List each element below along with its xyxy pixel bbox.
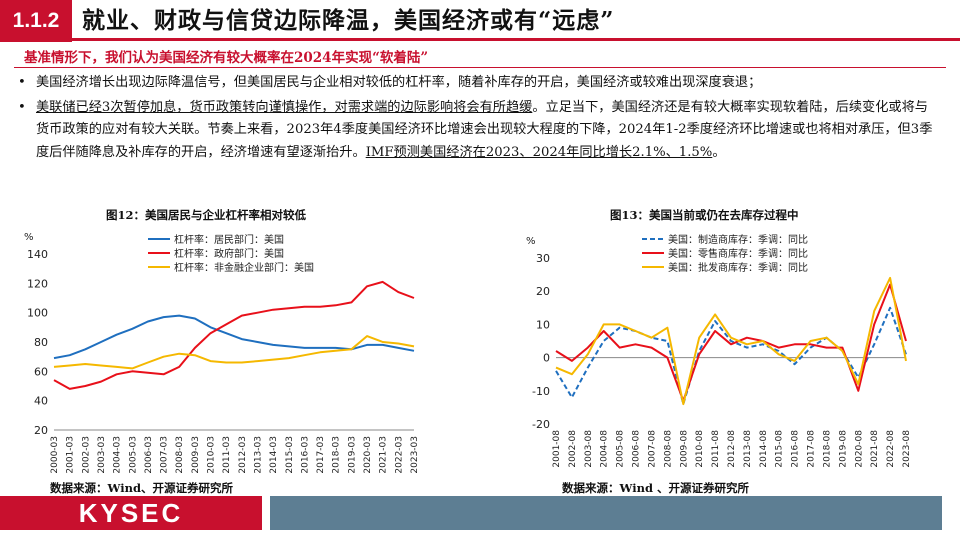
- bullet-list: • 美国经济增长出现边际降温信号，但美国居民与企业相对较低的杠杆率，随着补库存的…: [14, 72, 934, 166]
- fig12-series-line-0: [53, 314, 415, 360]
- fig12-x-tick-label: 2011-03: [222, 436, 232, 474]
- kysec-logo: KYSEC: [0, 496, 262, 530]
- fig13-legend-label-0: 美国：制造商库存：季调：同比: [668, 233, 808, 246]
- fig12-x-tick-label: 2023-03: [410, 436, 420, 474]
- fig12-y-tick-label: 140: [27, 248, 48, 261]
- fig12-y-tick-label: 20: [34, 424, 48, 437]
- fig13-x-tick-label: 2022-08: [886, 430, 896, 468]
- fig13-x-tick-label: 2021-08: [870, 430, 880, 468]
- bullet-text-end: 。: [712, 144, 726, 160]
- imf-forecast-text: IMF预测美国经济在2023、2024年同比增长2.1%、1.5%: [365, 144, 713, 160]
- fig12-x-tick-label: 2014-03: [269, 436, 279, 474]
- subtitle: 基准情形下，我们认为美国经济有较大概率在2024年实现“软着陆”: [24, 50, 429, 66]
- figure12-source: 数据来源：Wind、开源证券研究所: [50, 481, 233, 495]
- bullet-item: • 美联储已经3次暂停加息，货币政策转向谨慎操作，对需求端的边际影响将会有所趋缓…: [14, 97, 934, 165]
- fig12-series-line-2: [53, 335, 415, 370]
- fig13-series-line-2: [555, 276, 907, 406]
- fig13-y-tick-label: 20: [536, 285, 550, 298]
- figure12-svg: % 20 40 60 80 100 120 140 2000-03 2001-03 2002-03 2…: [24, 232, 420, 474]
- fig13-series-line-0: [555, 306, 907, 406]
- fig12-x-tick-label: 2020-03: [363, 436, 373, 474]
- fig13-y-tick-label: 0: [543, 352, 550, 365]
- bullet-text-underlined: 美联储已经3次暂停加息，货币政策转向谨慎操作，对需求端的边际影响将会有所趋缓: [36, 99, 533, 115]
- fig13-x-tick-label: 2004-08: [600, 430, 610, 468]
- fig12-x-tick-label: 2022-03: [394, 436, 404, 474]
- fig13-x-tick-label: 2011-08: [711, 430, 721, 468]
- fig12-x-tick-label: 2008-03: [175, 436, 185, 474]
- fig13-y-tick-label: -20: [532, 418, 550, 431]
- footer-bar: [270, 496, 942, 530]
- fig12-y-tick-label: 80: [34, 336, 48, 349]
- fig12-x-tick-label: 2005-03: [128, 436, 138, 474]
- fig13-x-tick-label: 2001-08: [552, 430, 562, 468]
- fig12-x-tick-label: 2016-03: [300, 436, 310, 474]
- fig13-x-tick-label: 2012-08: [727, 430, 737, 468]
- fig13-x-tick-label: 2010-08: [695, 430, 705, 468]
- fig12-x-tick-label: 2006-03: [144, 436, 154, 474]
- fig13-y-unit: %: [526, 236, 536, 247]
- fig13-y-tick-label: 30: [536, 252, 550, 265]
- fig12-x-tick-label: 2010-03: [207, 436, 217, 474]
- fig12-y-tick-label: 60: [34, 365, 48, 378]
- section-number-badge: 1.1.2: [0, 0, 72, 42]
- page-title: 就业、财政与信贷边际降温，美国经济或有“远虑”: [82, 7, 615, 34]
- fig13-x-tick-label: 2020-08: [854, 430, 864, 468]
- fig13-x-tick-label: 2016-08: [791, 430, 801, 468]
- fig12-x-tick-label: 2004-03: [113, 436, 123, 474]
- fig13-x-tick-label: 2003-08: [584, 430, 594, 468]
- fig13-x-tick-label: 2018-08: [822, 430, 832, 468]
- fig13-x-tick-label: 2008-08: [663, 430, 673, 468]
- header-divider: [72, 38, 960, 41]
- fig13-y-tick-label: -10: [532, 385, 550, 398]
- fig12-x-tick-label: 2009-03: [191, 436, 201, 474]
- figure12-title: 图12：美国居民与企业杠杆率相对较低: [106, 208, 307, 222]
- fig12-x-tick-label: 2007-03: [160, 436, 170, 474]
- fig12-x-tick-label: 2021-03: [379, 436, 389, 474]
- fig12-x-tick-label: 2001-03: [66, 436, 76, 474]
- fig13-x-tick-label: 2009-08: [679, 430, 689, 468]
- fig12-x-tick-label: 2002-03: [81, 436, 91, 474]
- bullet-dot: •: [18, 75, 26, 90]
- fig13-x-tick-label: 2002-08: [568, 430, 578, 468]
- fig13-x-tick-label: 2006-08: [632, 430, 642, 468]
- fig13-legend-label-2: 美国：批发商库存：季调：同比: [668, 261, 808, 274]
- figure13-svg: % -20 -10 0 10 20 30 2001-08 2002-08 2003-08 2004-…: [526, 233, 912, 468]
- fig13-x-tick-label: 2023-08: [902, 430, 912, 468]
- fig13-legend-label-1: 美国：零售商库存：季调：同比: [668, 247, 808, 260]
- fig12-x-tick-label: 2013-03: [253, 436, 263, 474]
- fig13-series-line-1: [555, 283, 907, 402]
- bullet-item: • 美国经济增长出现边际降温信号，但美国居民与企业相对较低的杠杆率，随着补库存的…: [14, 72, 934, 95]
- fig12-y-unit: %: [24, 232, 34, 243]
- fig12-x-tick-label: 2017-03: [316, 436, 326, 474]
- fig12-y-tick-label: 120: [27, 277, 48, 290]
- fig13-x-tick-label: 2017-08: [807, 430, 817, 468]
- fig12-x-tick-label: 2015-03: [285, 436, 295, 474]
- fig13-y-tick-label: 10: [536, 318, 550, 331]
- fig13-x-tick-label: 2005-08: [616, 430, 626, 468]
- figure13-chart: % -20 -10 0 10 20 30 2001-08 2002-08 2003-08 2004-…: [520, 222, 920, 484]
- fig13-x-tick-label: 2015-08: [775, 430, 785, 468]
- fig13-x-tick-label: 2019-08: [838, 430, 848, 468]
- fig13-x-tick-label: 2013-08: [743, 430, 753, 468]
- subtitle-divider: [14, 67, 946, 68]
- bullet-text: 。立足当下，美国经济还是有较大概率实现软着陆，后续变化或将与货币政策的应对有较大…: [36, 99, 933, 160]
- fig12-x-tick-label: 2003-03: [97, 436, 107, 474]
- fig12-legend-label-0: 杠杆率：居民部门：美国: [174, 233, 284, 246]
- bullet-dot: •: [18, 99, 26, 115]
- fig12-series-line-1: [53, 280, 415, 390]
- fig12-y-tick-label: 40: [34, 395, 48, 408]
- fig12-legend-label-1: 杠杆率：政府部门：美国: [174, 247, 284, 260]
- fig13-x-tick-label: 2014-08: [759, 430, 769, 468]
- fig12-x-tick-label: 2019-03: [347, 436, 357, 474]
- figure12-chart: % 20 40 60 80 100 120 140 2000-03 2001-03 2002-03 2…: [10, 222, 430, 484]
- fig13-x-tick-label: 2007-08: [647, 430, 657, 468]
- fig12-y-tick-label: 100: [27, 307, 48, 320]
- fig12-x-tick-label: 2012-03: [238, 436, 248, 474]
- figure13-title: 图13：美国当前或仍在去库存过程中: [610, 208, 799, 222]
- bullet-text: 美国经济增长出现边际降温信号，但美国居民与企业相对较低的杠杆率，随着补库存的开启…: [36, 75, 762, 90]
- fig12-legend-label-2: 杠杆率：非金融企业部门：美国: [174, 261, 314, 274]
- fig12-x-tick-label: 2000-03: [50, 436, 60, 474]
- figure13-source: 数据来源：Wind 、开源证券研究所: [562, 481, 749, 495]
- fig12-x-tick-label: 2018-03: [332, 436, 342, 474]
